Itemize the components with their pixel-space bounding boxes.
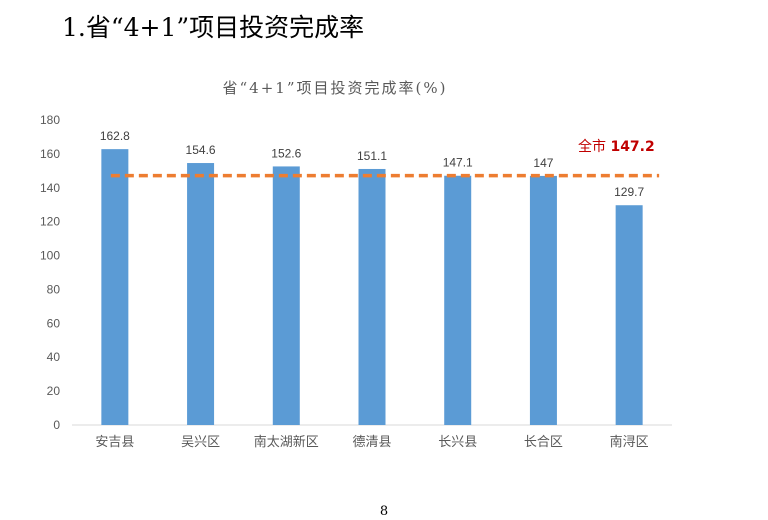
x-category-label: 南浔区 [610, 434, 649, 450]
bar-data-label: 154.6 [186, 143, 216, 157]
bar-data-label: 151.1 [357, 149, 387, 163]
bar [529, 175, 557, 425]
y-tick-label: 40 [47, 350, 61, 364]
x-category-label: 德清县 [352, 435, 391, 450]
bar-data-label: 152.6 [271, 146, 301, 160]
y-tick-label: 100 [40, 249, 60, 263]
bar [187, 163, 215, 426]
x-category-label: 长合区 [524, 435, 563, 450]
page-number: 8 [379, 504, 389, 519]
reference-line-group: 全市 147.2 [110, 138, 660, 178]
y-axis: 0 20 40 60 80 100 120 140 160 180 [40, 113, 60, 432]
bar [272, 166, 300, 425]
chart-title: 省“4+1”项目投资完成率(%) [223, 79, 448, 97]
y-tick-label: 20 [47, 384, 61, 398]
y-tick-label: 120 [40, 215, 60, 229]
x-category-label: 吴兴区 [181, 435, 220, 450]
bar-data-label: 147 [533, 156, 553, 170]
bar-data-label: 147.1 [443, 156, 473, 170]
bars: 162.8 154.6 152.6 151.1 147.1 147 129.7 [100, 129, 644, 426]
reference-label: 全市 147.2 [578, 138, 655, 155]
x-category-label: 长兴县 [438, 435, 477, 450]
bar-data-label: 129.7 [614, 185, 644, 199]
reference-label-value: 147.2 [610, 139, 654, 155]
y-tick-label: 140 [40, 181, 60, 195]
bar-data-label: 162.8 [100, 129, 130, 143]
bar [101, 149, 129, 425]
y-tick-label: 80 [47, 282, 61, 296]
page-heading: 1.省“4+1”项目投资完成率 [62, 13, 365, 42]
bar [615, 205, 643, 425]
y-tick-label: 160 [40, 147, 60, 161]
y-tick-label: 60 [47, 316, 61, 330]
y-tick-label: 180 [40, 113, 60, 127]
bar [444, 175, 472, 425]
x-axis: 安吉县 吴兴区 南太湖新区 德清县 长兴县 长合区 南浔区 [72, 424, 672, 450]
x-category-label: 安吉县 [95, 435, 134, 450]
reference-label-prefix: 全市 [578, 138, 610, 155]
y-tick-label: 0 [53, 418, 60, 432]
x-category-label: 南太湖新区 [254, 434, 319, 450]
bar [358, 168, 386, 425]
